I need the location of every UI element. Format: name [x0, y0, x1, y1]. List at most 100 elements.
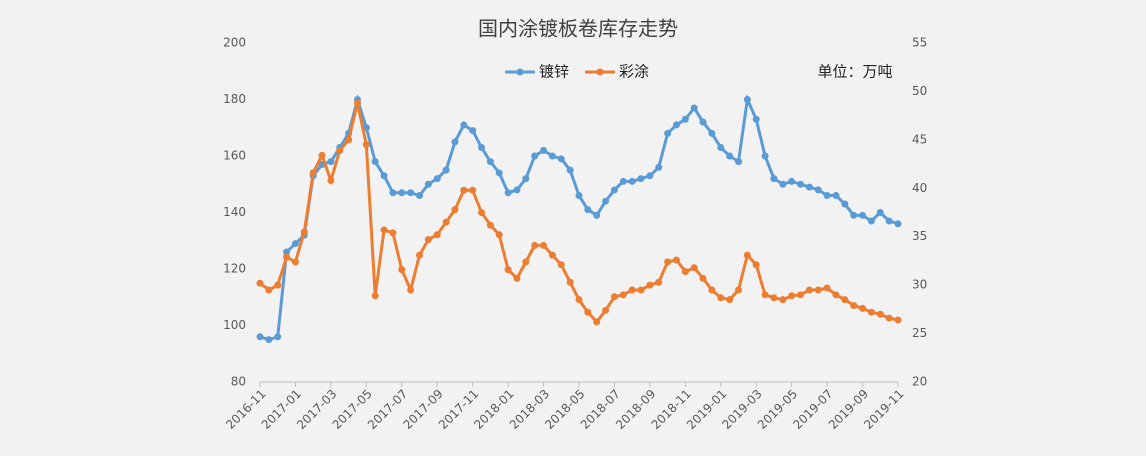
chart-title: 国内涂镀板卷库存走势 — [478, 17, 678, 41]
point — [548, 251, 556, 259]
point — [655, 278, 663, 286]
point — [850, 301, 858, 309]
point — [832, 192, 840, 200]
point — [841, 200, 849, 208]
y2-tick-label: 30 — [912, 278, 927, 292]
point — [318, 151, 326, 159]
point — [894, 220, 902, 228]
point — [575, 296, 583, 304]
point — [797, 180, 805, 188]
point — [814, 286, 822, 294]
point — [540, 241, 548, 249]
point — [380, 172, 388, 180]
point — [867, 217, 875, 225]
point — [708, 129, 716, 137]
point — [850, 211, 858, 219]
point — [805, 183, 813, 191]
point — [699, 118, 707, 126]
point — [451, 138, 459, 146]
point — [584, 206, 592, 214]
annotation: 单位：万吨 — [817, 63, 892, 81]
point — [664, 129, 672, 137]
point — [265, 286, 273, 294]
point — [602, 306, 610, 314]
y2-tick-label: 55 — [912, 36, 927, 50]
point — [885, 217, 893, 225]
series-line — [259, 94, 899, 342]
point — [797, 291, 805, 299]
point — [424, 236, 432, 244]
point — [513, 274, 521, 282]
point — [770, 294, 778, 302]
point — [460, 121, 468, 129]
point — [557, 155, 565, 163]
point — [309, 169, 317, 177]
point — [451, 206, 459, 214]
point — [788, 292, 796, 300]
point — [495, 231, 503, 239]
point — [752, 115, 760, 123]
point — [867, 308, 875, 316]
y-tick-label: 120 — [223, 262, 246, 276]
point — [522, 258, 530, 266]
point — [859, 304, 867, 312]
point — [371, 158, 379, 166]
point — [779, 180, 787, 188]
point — [300, 228, 308, 236]
point — [726, 296, 734, 304]
point — [593, 318, 601, 326]
legend-label: 彩涂 — [619, 63, 649, 81]
point — [478, 144, 486, 152]
point — [876, 209, 884, 216]
point — [610, 293, 618, 301]
point — [726, 152, 734, 160]
point — [876, 310, 884, 318]
point — [805, 286, 813, 294]
point — [655, 163, 663, 171]
point — [628, 286, 636, 294]
point — [291, 258, 299, 266]
point — [389, 229, 397, 237]
point — [735, 158, 742, 166]
point — [548, 152, 556, 160]
y2-tick-label: 35 — [912, 229, 927, 243]
y-tick-label: 180 — [223, 92, 246, 106]
point — [672, 121, 680, 129]
point — [398, 266, 406, 274]
point — [327, 177, 335, 185]
point — [894, 316, 902, 324]
point — [486, 221, 494, 229]
point — [557, 261, 565, 269]
point — [619, 291, 627, 299]
point — [495, 169, 503, 177]
point — [690, 104, 698, 112]
legend-label: 镀锌 — [539, 63, 569, 81]
point — [681, 115, 689, 123]
point — [566, 166, 574, 174]
y2-tick-label: 25 — [912, 326, 927, 340]
point — [362, 141, 370, 149]
point — [531, 241, 539, 249]
point — [407, 189, 415, 197]
point — [823, 192, 831, 200]
point — [646, 172, 654, 180]
point — [469, 127, 477, 135]
point — [566, 278, 574, 286]
y-tick-label: 200 — [223, 36, 246, 50]
point — [610, 186, 618, 194]
point — [841, 296, 849, 304]
point — [743, 96, 751, 103]
point — [274, 333, 282, 341]
y2-tick-label: 20 — [912, 375, 927, 389]
point — [779, 296, 787, 304]
point — [708, 286, 716, 294]
y2-tick-label: 40 — [912, 181, 927, 195]
y-tick-label: 140 — [223, 205, 246, 219]
point — [416, 251, 423, 259]
legend-marker — [516, 68, 524, 76]
point — [442, 166, 450, 174]
point — [752, 261, 760, 269]
point — [637, 286, 645, 294]
point — [291, 240, 299, 248]
point — [540, 146, 548, 154]
